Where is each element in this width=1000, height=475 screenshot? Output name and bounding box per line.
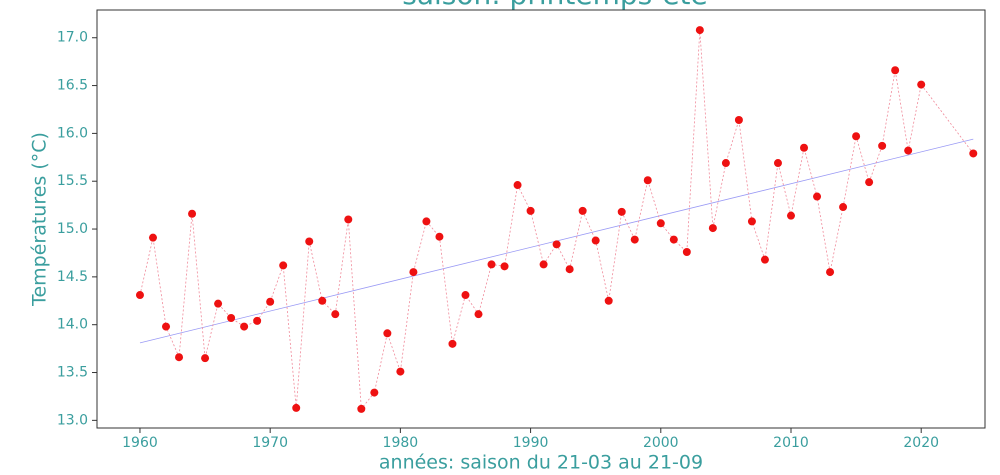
data-point <box>526 206 535 215</box>
data-point <box>474 310 483 319</box>
data-point <box>461 291 470 300</box>
data-point <box>253 316 262 325</box>
y-tick-label: 14.5 <box>57 269 88 285</box>
data-point <box>891 66 900 75</box>
data-point <box>565 265 574 274</box>
data-point <box>669 235 678 244</box>
series-line <box>139 30 974 410</box>
data-point <box>201 354 210 363</box>
x-tick-label: 1970 <box>252 435 288 451</box>
data-point <box>435 232 444 241</box>
data-point <box>422 217 431 226</box>
data-point <box>760 255 769 264</box>
data-point <box>305 237 314 246</box>
data-point <box>747 217 756 226</box>
data-point <box>643 176 652 185</box>
data-point <box>969 149 978 158</box>
y-tick-label: 16.0 <box>57 125 88 141</box>
data-point <box>721 159 730 168</box>
y-tick-label: 13.5 <box>57 365 88 381</box>
data-point <box>630 235 639 244</box>
data-point <box>578 206 587 215</box>
data-point <box>188 209 197 218</box>
data-point <box>604 296 613 305</box>
x-tick-label: 1980 <box>383 435 419 451</box>
data-point <box>500 262 509 271</box>
chart-title: saison: printemps-été <box>402 0 708 11</box>
data-point <box>331 310 340 319</box>
data-point <box>318 296 327 305</box>
data-point <box>448 339 457 348</box>
data-point <box>227 314 236 322</box>
x-tick-label: 1960 <box>122 435 158 451</box>
y-axis-label: Températures (°C) <box>29 132 51 307</box>
x-tick-label: 2020 <box>903 435 939 451</box>
data-point <box>773 159 782 168</box>
data-point <box>786 211 795 220</box>
data-point <box>409 268 418 277</box>
data-point <box>148 233 157 242</box>
x-axis-label: années: saison du 21-03 au 21-09 <box>379 452 703 474</box>
data-point <box>734 116 743 124</box>
y-tick-label: 15.5 <box>57 173 88 189</box>
data-point <box>396 367 405 376</box>
y-tick-label: 16.5 <box>57 78 88 94</box>
data-point <box>708 224 717 233</box>
data-point <box>695 26 704 35</box>
data-point <box>904 146 913 155</box>
data-point <box>656 219 665 228</box>
data-point <box>878 141 887 150</box>
data-point <box>214 299 223 308</box>
data-point <box>865 178 874 187</box>
data-point <box>357 404 366 413</box>
data-point <box>813 192 822 201</box>
plot-frame <box>96 9 986 429</box>
data-point <box>852 132 861 141</box>
x-tick-label: 1990 <box>513 435 549 451</box>
data-point <box>552 240 561 249</box>
data-point <box>617 207 626 216</box>
data-point <box>383 329 392 338</box>
x-tick-label: 2010 <box>773 435 809 451</box>
data-point <box>487 260 496 269</box>
x-tick-label: 2000 <box>643 435 679 451</box>
data-point <box>826 268 835 277</box>
data-point <box>135 291 144 300</box>
data-point <box>344 215 353 224</box>
data-point <box>682 248 691 256</box>
data-point <box>370 388 379 397</box>
data-point <box>800 143 809 152</box>
y-tick-label: 14.0 <box>57 317 88 333</box>
data-point <box>539 260 548 269</box>
y-tick-label: 13.0 <box>57 412 88 428</box>
data-point <box>240 322 249 331</box>
data-point <box>162 322 171 331</box>
data-point <box>513 181 522 190</box>
data-point <box>839 203 848 212</box>
data-point <box>591 236 600 245</box>
y-tick-label: 17.0 <box>57 30 88 46</box>
data-point <box>175 353 184 362</box>
y-tick-label: 15.0 <box>57 221 88 237</box>
data-point <box>292 403 301 412</box>
data-point <box>266 297 275 306</box>
data-point <box>279 261 288 270</box>
data-point <box>917 80 926 89</box>
